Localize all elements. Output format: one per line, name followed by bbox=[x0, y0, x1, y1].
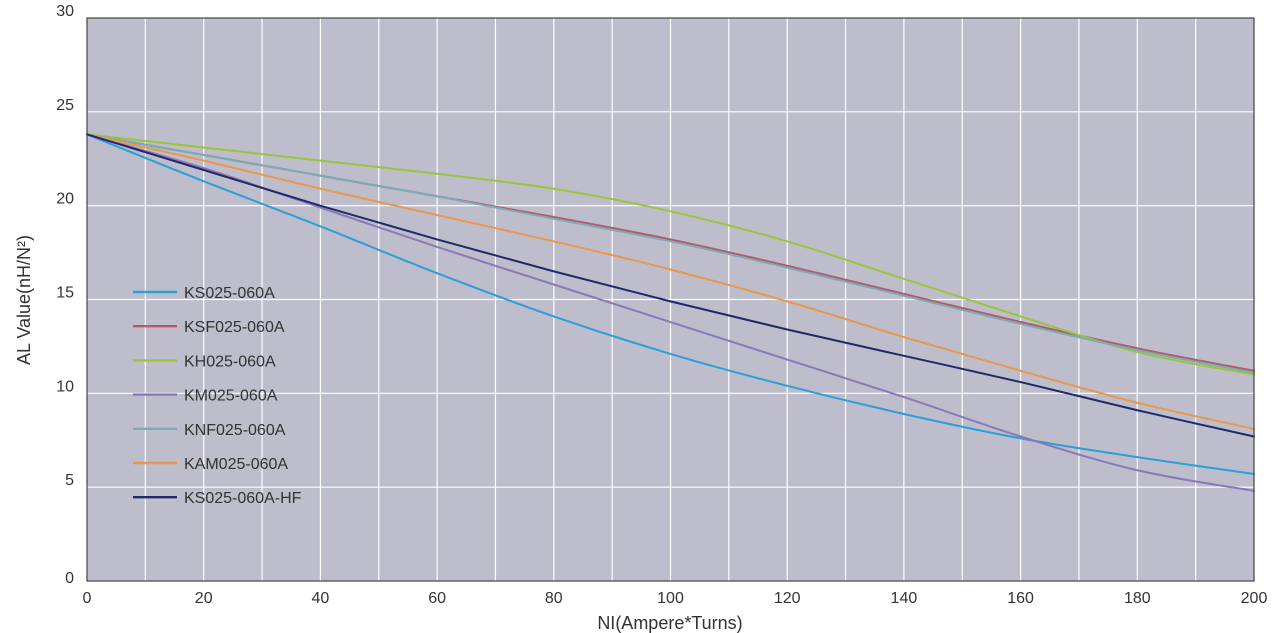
series-line-knf025-060a bbox=[86, 133, 1255, 374]
y-tick-label: 15 bbox=[56, 285, 74, 302]
legend-label-knf025-060a: KNF025-060A bbox=[184, 422, 286, 439]
x-tick-label: 160 bbox=[1007, 590, 1034, 607]
y-tick-label: 5 bbox=[65, 472, 74, 489]
x-tick-label: 120 bbox=[774, 590, 801, 607]
x-tick-label: 180 bbox=[1124, 590, 1151, 607]
legend-label-ks025-060a-hf: KS025-060A-HF bbox=[184, 490, 302, 507]
x-tick-label: 40 bbox=[312, 590, 330, 607]
x-tick-label: 80 bbox=[545, 590, 563, 607]
x-tick-label: 100 bbox=[657, 590, 684, 607]
plot-frame bbox=[86, 17, 1255, 582]
y-tick-label: 30 bbox=[56, 3, 74, 20]
legend: KS025-060A KSF025-060A KH025-060A KM025-060… bbox=[133, 285, 302, 507]
x-tick-labels: 0 20 40 60 80 100 120 140 160 180 200 bbox=[83, 590, 1268, 607]
series-lines bbox=[86, 133, 1255, 492]
x-tick-label: 200 bbox=[1241, 590, 1268, 607]
series-line-ks025-060a-hf bbox=[86, 133, 1255, 438]
legend-label-ksf025-060a: KSF025-060A bbox=[184, 319, 285, 336]
x-tick-label: 0 bbox=[83, 590, 92, 607]
y-tick-label: 0 bbox=[65, 570, 74, 587]
legend-label-km025-060a: KM025-060A bbox=[184, 388, 278, 405]
series-line-ks025-060a bbox=[86, 133, 1255, 476]
y-tick-label: 10 bbox=[56, 378, 74, 395]
y-tick-label: 25 bbox=[56, 97, 74, 114]
y-tick-labels: 0 5 10 15 20 25 30 bbox=[56, 3, 74, 587]
legend-label-ks025-060a: KS025-060A bbox=[184, 285, 275, 302]
x-tick-label: 20 bbox=[195, 590, 213, 607]
grid bbox=[87, 18, 1254, 581]
x-tick-label: 140 bbox=[891, 590, 918, 607]
x-tick-label: 60 bbox=[428, 590, 446, 607]
series-line-kh025-060a bbox=[86, 133, 1255, 376]
y-tick-label: 20 bbox=[56, 191, 74, 208]
y-axis-title: AL Value(nH/N²) bbox=[14, 235, 34, 365]
x-axis-title: NI(Ampere*Turns) bbox=[597, 613, 742, 633]
legend-label-kam025-060a: KAM025-060A bbox=[184, 456, 288, 473]
legend-label-kh025-060a: KH025-060A bbox=[184, 353, 276, 370]
series-line-kam025-060a bbox=[86, 133, 1255, 430]
